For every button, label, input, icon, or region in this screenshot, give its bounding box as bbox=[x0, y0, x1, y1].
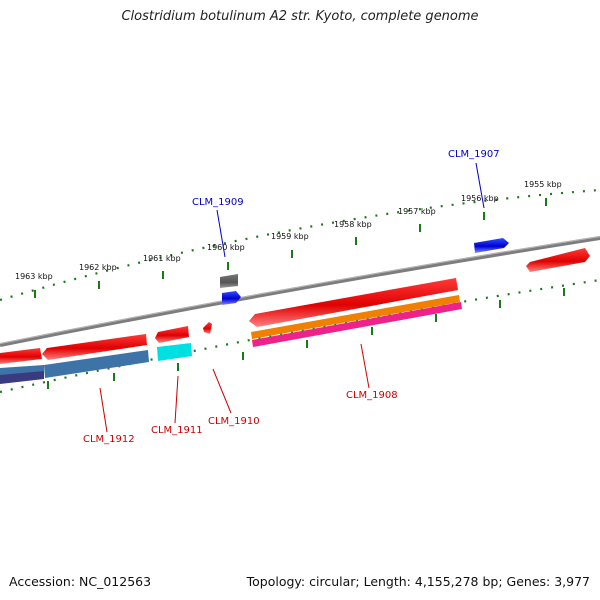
tick-label-1957: 1957 kbp bbox=[398, 207, 436, 216]
feature-left-red[interactable] bbox=[0, 348, 42, 364]
feature-clm1911-cyan[interactable] bbox=[157, 343, 192, 361]
tick-label-1962: 1962 kbp bbox=[79, 263, 117, 272]
feature-clm1906[interactable] bbox=[526, 248, 590, 272]
accession-text: Accession: NC_012563 bbox=[9, 574, 152, 589]
label-clm1910: CLM_1910 bbox=[208, 416, 260, 427]
map-title: Clostridium botulinum A2 str. Kyoto, com… bbox=[121, 9, 479, 24]
feature-clm1907[interactable] bbox=[474, 238, 509, 253]
feature-clm1909-blue[interactable] bbox=[222, 291, 241, 305]
feature-clm1910[interactable] bbox=[203, 322, 212, 334]
tick-label-1961: 1961 kbp bbox=[143, 254, 181, 263]
tick-label-1958: 1958 kbp bbox=[334, 220, 372, 229]
feature-clm1912-steelblue[interactable] bbox=[44, 350, 149, 378]
feature-clm1911[interactable] bbox=[155, 326, 189, 343]
label-clm1907: CLM_1907 bbox=[448, 149, 500, 160]
tick-label-1959: 1959 kbp bbox=[271, 232, 309, 241]
genome-summary-text: Topology: circular; Length: 4,155,278 bp… bbox=[246, 574, 590, 589]
outer-tick-ring bbox=[0, 188, 600, 302]
feature-clm1909[interactable] bbox=[220, 274, 238, 288]
feature-clm1908-orange[interactable] bbox=[251, 295, 460, 339]
feature-clm1908-pink[interactable] bbox=[252, 302, 462, 347]
label-clm1912: CLM_1912 bbox=[83, 434, 135, 445]
inner-major-ticks bbox=[47, 288, 565, 389]
genome-backbone bbox=[0, 236, 600, 347]
tick-label-1963: 1963 kbp bbox=[15, 272, 53, 281]
label-leaders bbox=[99, 162, 485, 433]
outer-major-ticks bbox=[34, 198, 547, 298]
label-clm1908: CLM_1908 bbox=[346, 390, 398, 401]
feature-clm1912[interactable] bbox=[42, 334, 147, 360]
tick-label-1956: 1956 kbp bbox=[461, 194, 499, 203]
feature-left-navy[interactable] bbox=[0, 371, 44, 384]
label-clm1909: CLM_1909 bbox=[192, 197, 244, 208]
tick-label-1960: 1960 kbp bbox=[207, 243, 245, 252]
kbp-labels: 1963 kbp 1962 kbp 1961 kbp 1960 kbp 1959… bbox=[15, 180, 562, 281]
feature-clm1908[interactable] bbox=[249, 278, 458, 327]
label-clm1911: CLM_1911 bbox=[151, 425, 203, 436]
tick-label-1955: 1955 kbp bbox=[524, 180, 562, 189]
